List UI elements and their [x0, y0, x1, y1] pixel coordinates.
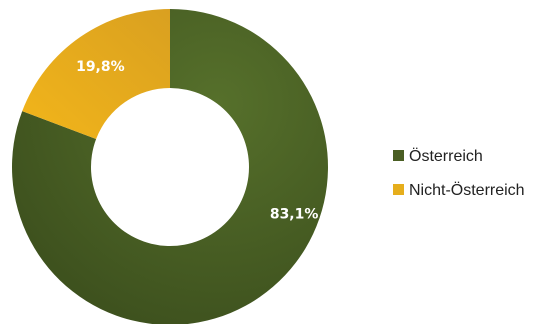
legend-label-nicht-oesterreich: Nicht-Österreich [409, 181, 525, 199]
legend-label-oesterreich: Österreich [409, 147, 483, 165]
legend-item-oesterreich: Österreich [393, 147, 483, 165]
legend-swatch-oesterreich [393, 150, 404, 161]
legend: Österreich Nicht-Österreich [393, 147, 525, 199]
donut-slice-nicht-oesterreich [22, 9, 170, 140]
donut-data-labels: 83,1% 19,8% [76, 59, 318, 222]
donut-slice-oesterreich [12, 9, 328, 324]
data-label-nicht-oesterreich: 19,8% [76, 59, 125, 75]
donut-slices [12, 9, 328, 324]
legend-item-nicht-oesterreich: Nicht-Österreich [393, 181, 525, 199]
legend-swatch-nicht-oesterreich [393, 184, 404, 195]
data-label-oesterreich: 83,1% [270, 206, 319, 222]
